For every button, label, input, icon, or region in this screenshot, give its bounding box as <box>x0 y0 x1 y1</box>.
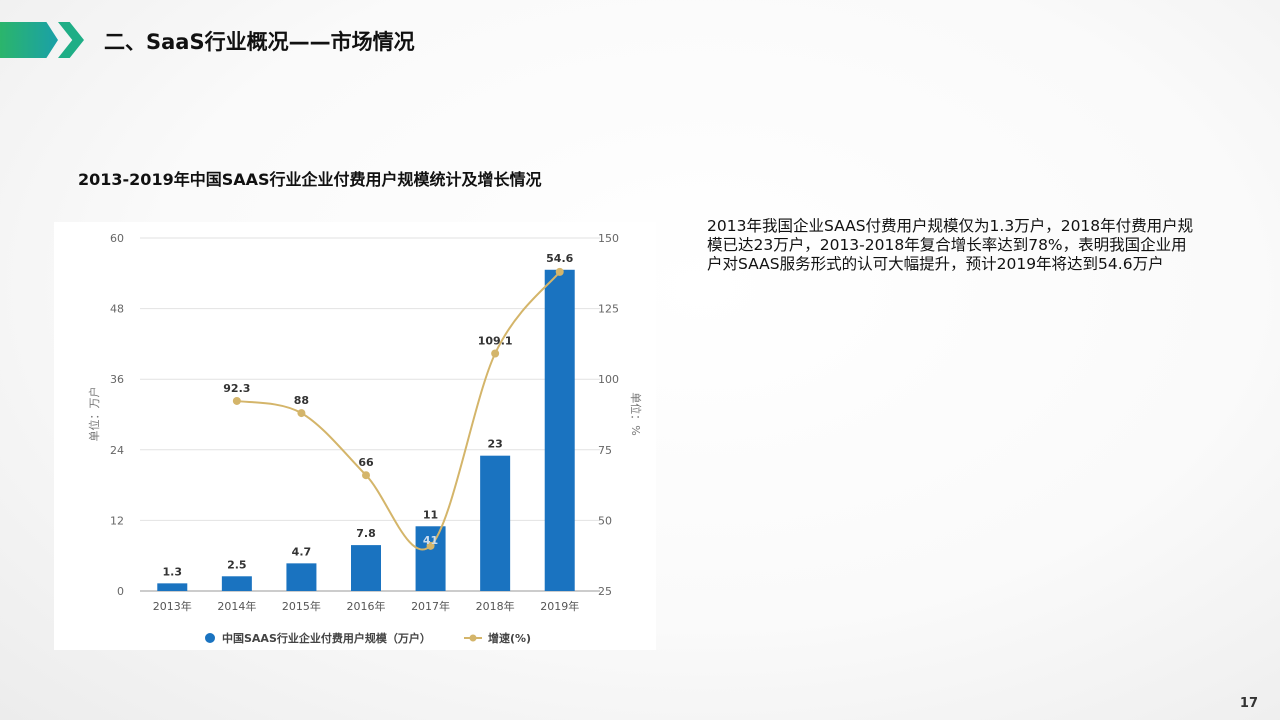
growth-line <box>236 271 561 551</box>
left-axis-tick: 12 <box>110 514 124 527</box>
growth-data-label: 109.1 <box>478 335 513 348</box>
growth-point <box>491 349 500 358</box>
growth-data-label: 88 <box>294 394 309 407</box>
bar <box>286 563 317 591</box>
bar-data-label: 11 <box>423 508 438 521</box>
left-axis-tick: 36 <box>110 373 124 386</box>
chart-heading: 2013-2019年中国SAAS行业企业付费用户规模统计及增长情况 <box>78 170 542 189</box>
description-text: 2013年我国企业SAAS付费用户规模仅为1.3万户，2018年付费用户规模已达… <box>707 217 1194 273</box>
bar-data-label: 1.3 <box>163 565 183 578</box>
bar-data-label: 54.6 <box>546 252 573 265</box>
x-axis-tick: 2018年 <box>476 599 515 613</box>
bar <box>480 455 511 591</box>
right-axis-label: 单位：% <box>629 392 643 435</box>
growth-data-label: 41 <box>423 534 438 547</box>
growth-data-label: 66 <box>358 456 374 469</box>
left-axis-tick: 60 <box>110 232 124 245</box>
bar <box>544 269 575 591</box>
growth-point <box>297 409 306 418</box>
header-arrow-icon <box>0 22 58 58</box>
legend-line-dot <box>469 634 477 642</box>
header-chevron-icon <box>58 22 84 58</box>
chart: 0 12 24 36 48 60 25 50 75 100 125 150 单位：万户 单位：% 1.3 20… <box>54 222 656 650</box>
legend-line-label: 增速(%) <box>488 631 531 645</box>
x-axis-tick: 2017年 <box>411 599 450 613</box>
right-axis-tick: 125 <box>598 303 619 316</box>
bar-data-label: 23 <box>487 438 502 451</box>
legend-bar-label: 中国SAAS行业企业付费用户规模（万户） <box>222 631 431 645</box>
growth-point <box>555 267 564 276</box>
right-axis-tick: 50 <box>598 514 612 527</box>
right-axis-tick: 100 <box>598 373 619 386</box>
x-axis-tick: 2015年 <box>282 599 321 613</box>
x-axis-tick: 2014年 <box>217 599 256 613</box>
x-axis-tick: 2016年 <box>347 599 386 613</box>
bar <box>157 583 188 591</box>
left-axis-tick: 48 <box>110 303 124 316</box>
bar-data-label: 7.8 <box>356 527 376 540</box>
growth-point <box>362 471 370 480</box>
x-axis-tick: 2019年 <box>540 599 579 613</box>
growth-point <box>426 541 435 550</box>
left-axis-label: 单位：万户 <box>87 387 101 442</box>
right-axis-tick: 25 <box>598 585 612 598</box>
growth-data-label: 92.3 <box>223 382 250 395</box>
right-axis-tick: 75 <box>598 444 612 457</box>
left-axis-tick: 0 <box>117 585 124 598</box>
legend-bar-marker <box>205 633 215 643</box>
x-axis-tick: 2013年 <box>153 599 192 613</box>
right-axis-tick: 150 <box>598 232 619 245</box>
growth-point <box>232 396 241 405</box>
bar-data-label: 4.7 <box>292 545 312 558</box>
slide-title: 二、SaaS行业概况——市场情况 <box>104 30 415 54</box>
bar <box>415 526 446 591</box>
page-number: 17 <box>1239 696 1258 711</box>
bar <box>221 576 252 591</box>
bar <box>351 545 381 591</box>
bar-data-label: 2.5 <box>227 558 247 571</box>
left-axis-tick: 24 <box>110 444 124 457</box>
